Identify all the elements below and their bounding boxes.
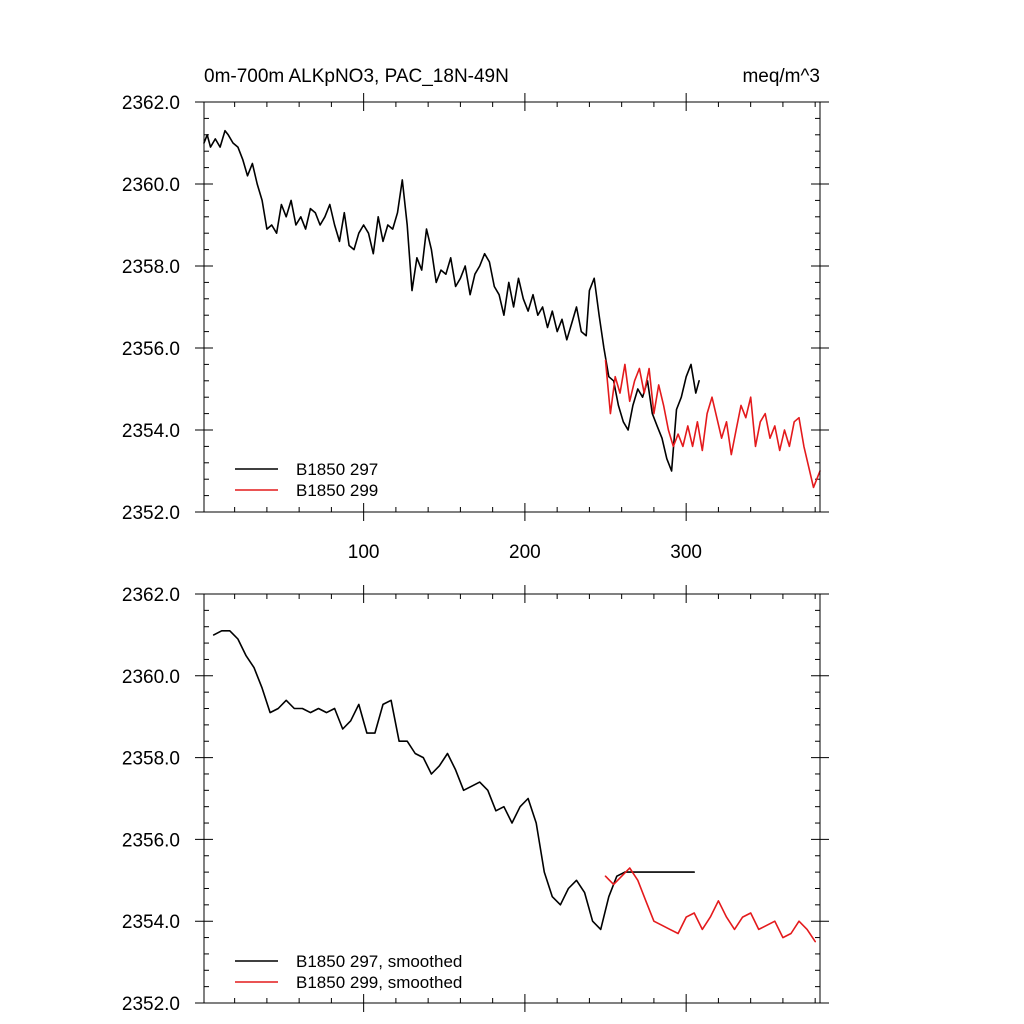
y-tick-label: 2358.0 [122,257,180,278]
plot-frame [203,101,821,513]
legend-label: B1850 297, smoothed [296,952,462,971]
legend-label: B1850 299, smoothed [296,973,462,992]
x-tick-label: 200 [509,542,541,563]
legend: B1850 297 B1850 299 [235,460,378,500]
y-tick-label: 2354.0 [122,421,180,442]
y-tick-label: 2360.0 [122,667,180,688]
plot-area [203,129,821,489]
legend-label: B1850 299 [296,481,378,500]
series-line-b1850-299 [604,867,817,943]
y-tick-label: 2352.0 [122,994,180,1015]
axis-ticks [195,93,829,521]
x-tick-label: 300 [670,542,702,563]
y-tick-label: 2352.0 [122,503,180,524]
y-tick-label: 2360.0 [122,175,180,196]
series-line-b1850-299 [604,359,821,489]
legend: B1850 297, smoothed B1850 299, smoothed [235,952,462,992]
top-panel: 0m-700m ALKpNO3, PAC_18N-49N meq/m^3 235… [122,66,829,563]
x-axis-labels: 100 200 300 [348,542,702,563]
plot-area [212,629,817,943]
y-tick-label: 2362.0 [122,585,180,606]
y-axis-labels: 2352.0 2354.0 2356.0 2358.0 2360.0 2362.0 [122,93,180,524]
axis-ticks [195,585,829,1012]
series-line-b1850-297 [203,129,700,472]
chart-title: 0m-700m ALKpNO3, PAC_18N-49N [204,66,509,87]
y-tick-label: 2358.0 [122,749,180,770]
y-tick-label: 2362.0 [122,93,180,114]
legend-label: B1850 297 [296,460,378,479]
y-axis-labels: 2352.0 2354.0 2356.0 2358.0 2360.0 2362.0 [122,585,180,1015]
plot-frame [203,593,821,1004]
y-tick-label: 2354.0 [122,912,180,933]
units-label: meq/m^3 [742,66,820,87]
x-tick-label: 100 [348,542,380,563]
series-line-b1850-297 [212,629,696,931]
y-tick-label: 2356.0 [122,830,180,851]
bottom-panel: 2352.0 2354.0 2356.0 2358.0 2360.0 2362.0 B18… [122,585,829,1015]
y-tick-label: 2356.0 [122,339,180,360]
